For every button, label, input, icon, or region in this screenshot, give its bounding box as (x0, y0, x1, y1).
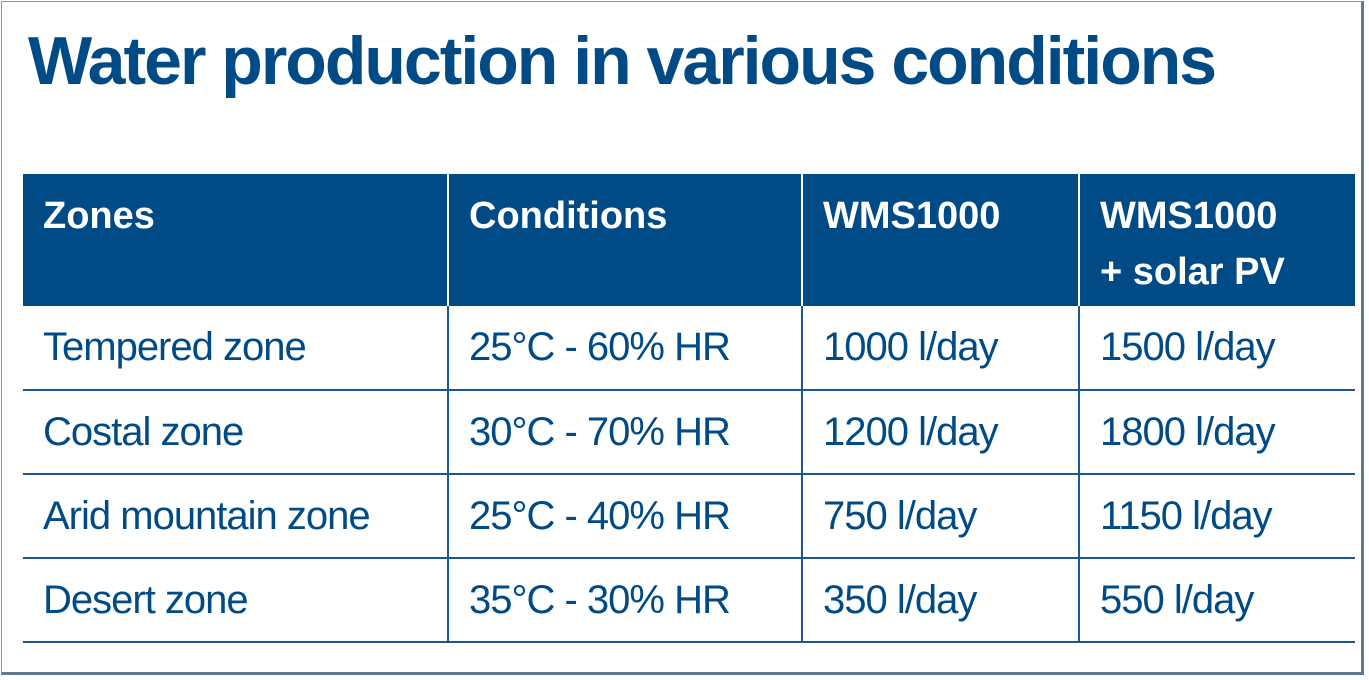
cell-wms1000-solar-pv: 1800 l/day (1078, 390, 1355, 475)
header-wms1000-solar-pv: WMS1000 + solar PV (1078, 174, 1355, 306)
cell-wms1000-solar-pv: 1150 l/day (1078, 474, 1355, 559)
cell-conditions: 25°C - 60% HR (447, 306, 802, 391)
table-row: Tempered zone 25°C - 60% HR 1000 l/day 1… (23, 306, 1355, 391)
cell-zone: Costal zone (23, 390, 448, 475)
table-row: Arid mountain zone 25°C - 40% HR 750 l/d… (23, 474, 1355, 559)
water-production-table: Zones Conditions WMS1000 WMS1000 + solar… (23, 174, 1355, 643)
page-title: Water production in various conditions (28, 23, 1217, 99)
header-row: Zones Conditions WMS1000 WMS1000 + solar… (23, 174, 1355, 306)
cell-conditions: 25°C - 40% HR (447, 474, 802, 559)
cell-wms1000: 750 l/day (801, 474, 1079, 559)
header-zones: Zones (23, 174, 448, 306)
table-header: Zones Conditions WMS1000 WMS1000 + solar… (23, 174, 1355, 306)
cell-zone: Desert zone (23, 558, 448, 643)
cell-wms1000-solar-pv: 550 l/day (1078, 558, 1355, 643)
cell-wms1000: 1200 l/day (801, 390, 1079, 475)
cell-zone: Tempered zone (23, 306, 448, 391)
table-body: Tempered zone 25°C - 60% HR 1000 l/day 1… (23, 306, 1355, 643)
cell-wms1000: 1000 l/day (801, 306, 1079, 391)
cell-conditions: 30°C - 70% HR (447, 390, 802, 475)
cell-wms1000: 350 l/day (801, 558, 1079, 643)
cell-zone: Arid mountain zone (23, 474, 448, 559)
table-row: Costal zone 30°C - 70% HR 1200 l/day 180… (23, 390, 1355, 475)
header-wms1000: WMS1000 (801, 174, 1079, 306)
cell-wms1000-solar-pv: 1500 l/day (1078, 306, 1355, 391)
cell-conditions: 35°C - 30% HR (447, 558, 802, 643)
table-row: Desert zone 35°C - 30% HR 350 l/day 550 … (23, 558, 1355, 643)
header-conditions: Conditions (447, 174, 802, 306)
